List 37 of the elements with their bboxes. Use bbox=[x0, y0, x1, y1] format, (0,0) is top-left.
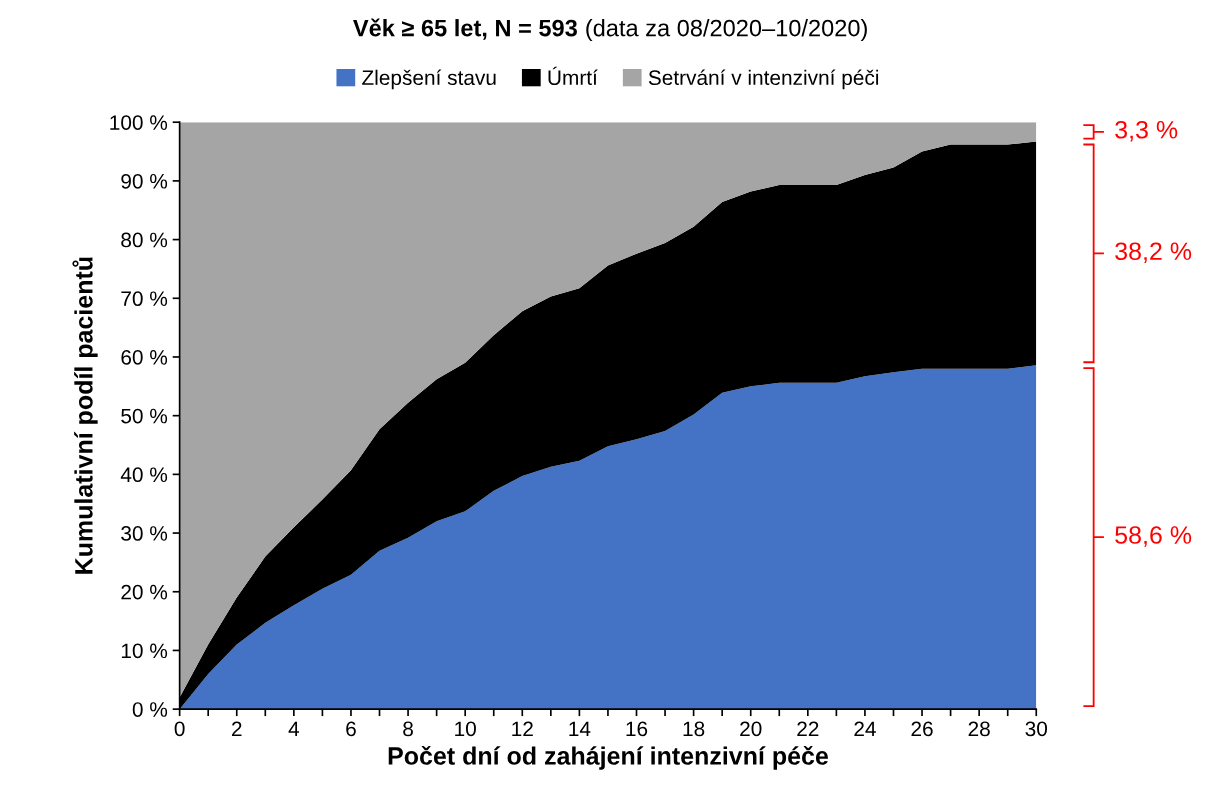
y-tick-label: 40 % bbox=[120, 467, 168, 483]
x-tick-label: 28 bbox=[968, 721, 990, 737]
x-tick-label: 0 bbox=[174, 721, 185, 737]
x-tick-label: 18 bbox=[683, 721, 705, 737]
y-tick-label: 90 % bbox=[121, 173, 168, 189]
legend-label: Setrvání v intenzivní péči bbox=[648, 69, 879, 90]
chart-title: Věk ≥ 65 let, N = 593 bbox=[353, 18, 577, 40]
x-tick-label: 10 bbox=[455, 721, 476, 737]
y-axis-title: Kumulativní podíl pacientů bbox=[72, 257, 98, 574]
y-tick-label: 10 % bbox=[121, 643, 168, 659]
y-tick-label: 0 % bbox=[132, 702, 168, 717]
y-tick-label: 30 % bbox=[121, 526, 168, 541]
x-tick-label: 26 bbox=[911, 721, 933, 737]
y-tick-label: 100 % bbox=[110, 115, 168, 130]
x-tick-label: 6 bbox=[346, 721, 356, 737]
x-axis-title: Počet dní od zahájení intenzivní péče bbox=[388, 745, 828, 770]
chart-subtitle: (data za 08/2020–10/2020) bbox=[586, 19, 867, 42]
text: 3,3 % bbox=[1115, 120, 1178, 142]
x-tick-label: 16 bbox=[626, 721, 648, 737]
text: 58,6 % bbox=[1115, 526, 1192, 547]
x-tick-label: 4 bbox=[288, 721, 300, 737]
y-tick-label: 80 % bbox=[121, 232, 168, 248]
y-tick-label: 50 % bbox=[121, 408, 168, 424]
x-tick-label: 2 bbox=[232, 721, 242, 737]
y-tick-label: 20 % bbox=[121, 584, 168, 600]
legend-label: Úmrtí bbox=[548, 66, 598, 86]
x-tick-label: 20 bbox=[740, 721, 762, 737]
x-tick-label: 8 bbox=[403, 721, 413, 737]
y-tick-label: 60 % bbox=[121, 349, 168, 365]
x-tick-label: 24 bbox=[854, 721, 876, 737]
x-tick-label: 22 bbox=[797, 721, 819, 737]
x-tick-label: 30 bbox=[1025, 721, 1048, 737]
legend-label: Zlepšení stavu bbox=[362, 69, 496, 90]
y-tick-label: 70 % bbox=[121, 291, 168, 307]
x-tick-label: 12 bbox=[512, 721, 533, 737]
text: 38,2 % bbox=[1115, 242, 1192, 264]
x-tick-label: 14 bbox=[569, 721, 591, 737]
